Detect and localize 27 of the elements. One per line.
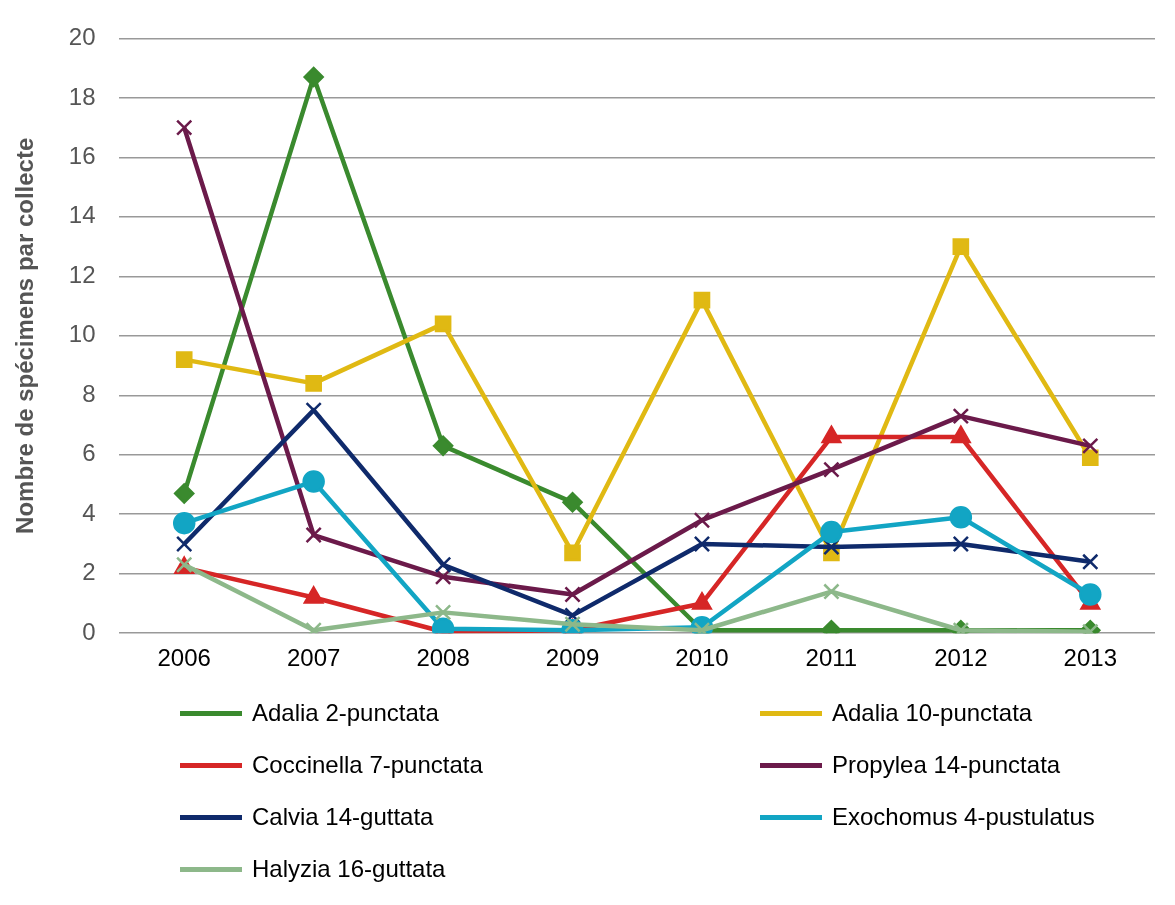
x-tick-label: 2012 (934, 644, 988, 672)
y-tick-label: 14 (68, 201, 96, 229)
legend-label: Halyzia 16-guttata (252, 855, 446, 883)
y-tick-label: 0 (82, 617, 96, 645)
y-tick-label: 4 (82, 498, 96, 526)
legend-label: Propylea 14-punctata (832, 751, 1061, 779)
y-tick-label: 20 (68, 23, 96, 51)
legend-label: Exochomus 4-pustulatus (832, 803, 1095, 831)
x-tick-label: 2007 (286, 644, 341, 672)
x-tick-label: 2008 (416, 644, 470, 672)
legend-label: Adalia 10-punctata (832, 699, 1033, 727)
x-tick-label: 2006 (157, 644, 211, 672)
y-tick-label: 6 (82, 439, 96, 467)
y-axis-title: Nombre de spécimens par collecte (11, 137, 39, 534)
x-tick-label: 2009 (545, 644, 600, 672)
x-tick-label: 2013 (1063, 644, 1117, 672)
y-tick-label: 10 (68, 320, 96, 348)
legend-label: Adalia 2-punctata (252, 699, 439, 727)
legend-label: Coccinella 7-punctata (252, 751, 483, 779)
x-tick-label: 2010 (675, 644, 729, 672)
y-tick-label: 16 (68, 141, 96, 169)
y-tick-label: 12 (68, 260, 96, 288)
legend-label: Calvia 14-guttata (252, 803, 434, 831)
x-tick-label: 2011 (805, 644, 858, 672)
y-tick-label: 8 (82, 379, 96, 407)
y-tick-label: 2 (82, 558, 96, 586)
y-tick-label: 18 (68, 82, 96, 110)
